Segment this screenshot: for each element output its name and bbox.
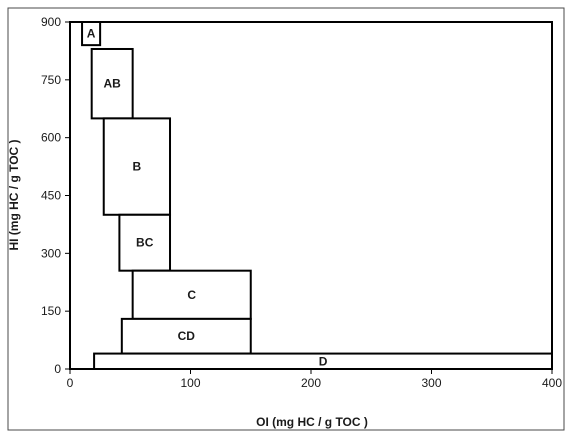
region-label-b: B — [133, 160, 142, 174]
region-box-c — [131, 269, 252, 320]
region-box-d — [93, 352, 553, 371]
x-tick-label: 0 — [67, 376, 74, 390]
y-tick-label: 450 — [41, 189, 61, 203]
x-tick-label: 200 — [301, 376, 321, 390]
x-axis-ticks: 0 100 200 300 400 — [67, 369, 562, 390]
y-tick-label: 600 — [41, 131, 61, 145]
y-axis-ticks: 0 150 300 450 600 750 900 — [41, 15, 70, 376]
region-box-b — [102, 117, 172, 216]
region-label-ab: AB — [104, 77, 122, 91]
region-label-c: C — [187, 288, 196, 302]
region-box-bc — [118, 213, 172, 272]
regions-layer: A AB B BC C CD D — [81, 21, 553, 371]
region-label-d: D — [319, 354, 328, 368]
y-tick-label: 150 — [41, 304, 61, 318]
y-axis-title: HI (mg HC / g TOC ) — [7, 139, 21, 250]
region-box-cd — [120, 317, 252, 355]
x-tick-label: 100 — [180, 376, 200, 390]
x-axis-title: OI (mg HC / g TOC ) — [256, 415, 368, 429]
region-label-bc: BC — [136, 236, 154, 250]
figure-frame — [7, 7, 565, 431]
region-label-a: A — [87, 27, 96, 41]
region-box-a — [81, 21, 102, 47]
region-label-cd: CD — [178, 329, 196, 343]
y-tick-label: 900 — [41, 15, 61, 29]
y-tick-label: 300 — [41, 246, 61, 260]
x-tick-label: 400 — [542, 376, 562, 390]
x-tick-label: 300 — [421, 376, 441, 390]
y-tick-label: 750 — [41, 73, 61, 87]
region-box-ab — [90, 47, 134, 120]
y-tick-label: 0 — [54, 362, 61, 376]
